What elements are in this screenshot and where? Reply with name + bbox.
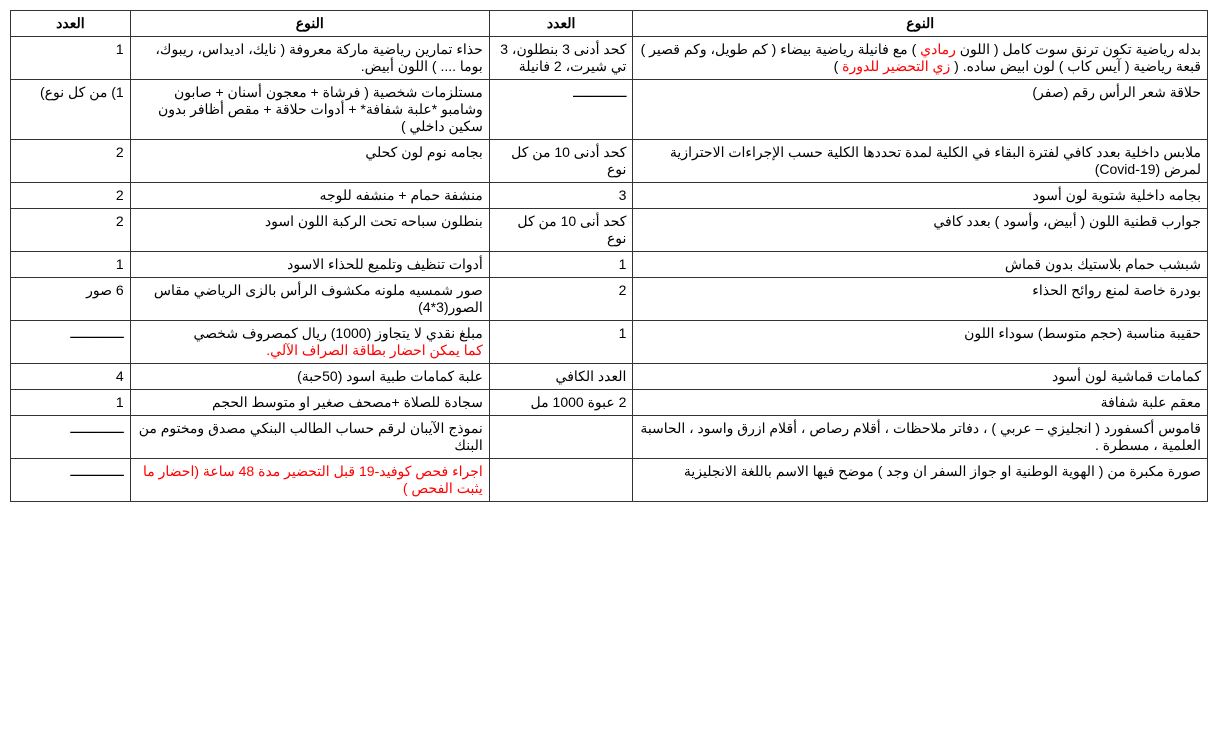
cell-count1: 1 — [489, 252, 633, 278]
cell-type2: أدوات تنظيف وتلميع للحذاء الاسود — [130, 252, 489, 278]
cell-count2: ـــــــــــــ — [11, 321, 131, 364]
cell-count2: 2 — [11, 140, 131, 183]
cell-count1: العدد الكافي — [489, 364, 633, 390]
cell-type1: حقيبة مناسبة (حجم متوسط) سوداء اللون — [633, 321, 1208, 364]
cell-type1: صورة مكبرة من ( الهوية الوطنية او جواز ا… — [633, 459, 1208, 502]
cell-type2: سجادة للصلاة +مصحف صغير او متوسط الحجم — [130, 390, 489, 416]
table-row: صورة مكبرة من ( الهوية الوطنية او جواز ا… — [11, 459, 1208, 502]
header-count-2: العدد — [11, 11, 131, 37]
cell-count1: كحد أنى 10 من كل نوع — [489, 209, 633, 252]
table-row: كمامات قماشية لون أسود العدد الكافي علبة… — [11, 364, 1208, 390]
table-row: بجامه داخلية شتوية لون أسود 3 منشفة حمام… — [11, 183, 1208, 209]
cell-count2: 6 صور — [11, 278, 131, 321]
cell-count2: 1 — [11, 37, 131, 80]
table-row: ملابس داخلية بعدد كافي لفترة البقاء في ا… — [11, 140, 1208, 183]
table-header-row: النوع العدد النوع العدد — [11, 11, 1208, 37]
cell-type1: كمامات قماشية لون أسود — [633, 364, 1208, 390]
cell-type1: حلاقة شعر الرأس رقم (صفر) — [633, 80, 1208, 140]
cell-count1: كحد أدنى 3 بنطلون، 3 تي شيرت، 2 فانيلة — [489, 37, 633, 80]
table-row: قاموس أكسفورد ( انجليزي – عربي ) ، دفاتر… — [11, 416, 1208, 459]
cell-count1 — [489, 416, 633, 459]
cell-type1: شبشب حمام بلاستيك بدون قماش — [633, 252, 1208, 278]
cell-type2: صور شمسيه ملونه مكشوف الرأس بالزى الرياض… — [130, 278, 489, 321]
cell-count1: 3 — [489, 183, 633, 209]
table-row: جوارب قطنية اللون ( أبيض، وأسود ) بعدد ك… — [11, 209, 1208, 252]
cell-type2: مبلغ نقدي لا يتجاوز (1000) ريال كمصروف ش… — [130, 321, 489, 364]
cell-count1: كحد أدنى 10 من كل نوع — [489, 140, 633, 183]
header-count-1: العدد — [489, 11, 633, 37]
cell-count2: 1 — [11, 252, 131, 278]
cell-count2: 1 — [11, 390, 131, 416]
cell-type2: اجراء فحص كوفيد-19 قبل التحضير مدة 48 سا… — [130, 459, 489, 502]
cell-count1: 2 — [489, 278, 633, 321]
table-row: معقم علبة شفافة 2 عبوة 1000 مل سجادة للص… — [11, 390, 1208, 416]
cell-count2: ـــــــــــــ — [11, 459, 131, 502]
cell-type1: جوارب قطنية اللون ( أبيض، وأسود ) بعدد ك… — [633, 209, 1208, 252]
cell-type1: قاموس أكسفورد ( انجليزي – عربي ) ، دفاتر… — [633, 416, 1208, 459]
cell-type1: بجامه داخلية شتوية لون أسود — [633, 183, 1208, 209]
cell-count2: 2 — [11, 209, 131, 252]
cell-type2: بجامه نوم لون كحلي — [130, 140, 489, 183]
cell-type2: حذاء تمارين رياضية ماركة معروفة ( نايك، … — [130, 37, 489, 80]
cell-type2: منشفة حمام + منشفه للوجه — [130, 183, 489, 209]
table-row: شبشب حمام بلاستيك بدون قماش 1 أدوات تنظي… — [11, 252, 1208, 278]
cell-count1: 1 — [489, 321, 633, 364]
header-type-1: النوع — [633, 11, 1208, 37]
cell-type2: مستلزمات شخصية ( فرشاة + معجون أسنان + ص… — [130, 80, 489, 140]
cell-count2: ـــــــــــــ — [11, 416, 131, 459]
cell-count2: 1) من كل نوع) — [11, 80, 131, 140]
cell-type2: علبة كمامات طبية اسود (50حبة) — [130, 364, 489, 390]
table-row: حلاقة شعر الرأس رقم (صفر) ـــــــــــــ … — [11, 80, 1208, 140]
cell-count1 — [489, 459, 633, 502]
table-row: بودرة خاصة لمنع روائح الحذاء 2 صور شمسيه… — [11, 278, 1208, 321]
cell-count2: 2 — [11, 183, 131, 209]
table-body: بدله رياضية تكون ترنق سوت كامل ( اللون ر… — [11, 37, 1208, 502]
cell-count1: 2 عبوة 1000 مل — [489, 390, 633, 416]
cell-count2: 4 — [11, 364, 131, 390]
cell-count1: ـــــــــــــ — [489, 80, 633, 140]
cell-type1: معقم علبة شفافة — [633, 390, 1208, 416]
table-row: حقيبة مناسبة (حجم متوسط) سوداء اللون 1 م… — [11, 321, 1208, 364]
table-row: بدله رياضية تكون ترنق سوت كامل ( اللون ر… — [11, 37, 1208, 80]
cell-type1: ملابس داخلية بعدد كافي لفترة البقاء في ا… — [633, 140, 1208, 183]
requirements-table: النوع العدد النوع العدد بدله رياضية تكون… — [10, 10, 1208, 502]
cell-type2: بنطلون سباحه تحت الركبة اللون اسود — [130, 209, 489, 252]
cell-type1: بودرة خاصة لمنع روائح الحذاء — [633, 278, 1208, 321]
header-type-2: النوع — [130, 11, 489, 37]
cell-type2: نموذج الآيبان لرقم حساب الطالب البنكي مص… — [130, 416, 489, 459]
cell-type1: بدله رياضية تكون ترنق سوت كامل ( اللون ر… — [633, 37, 1208, 80]
